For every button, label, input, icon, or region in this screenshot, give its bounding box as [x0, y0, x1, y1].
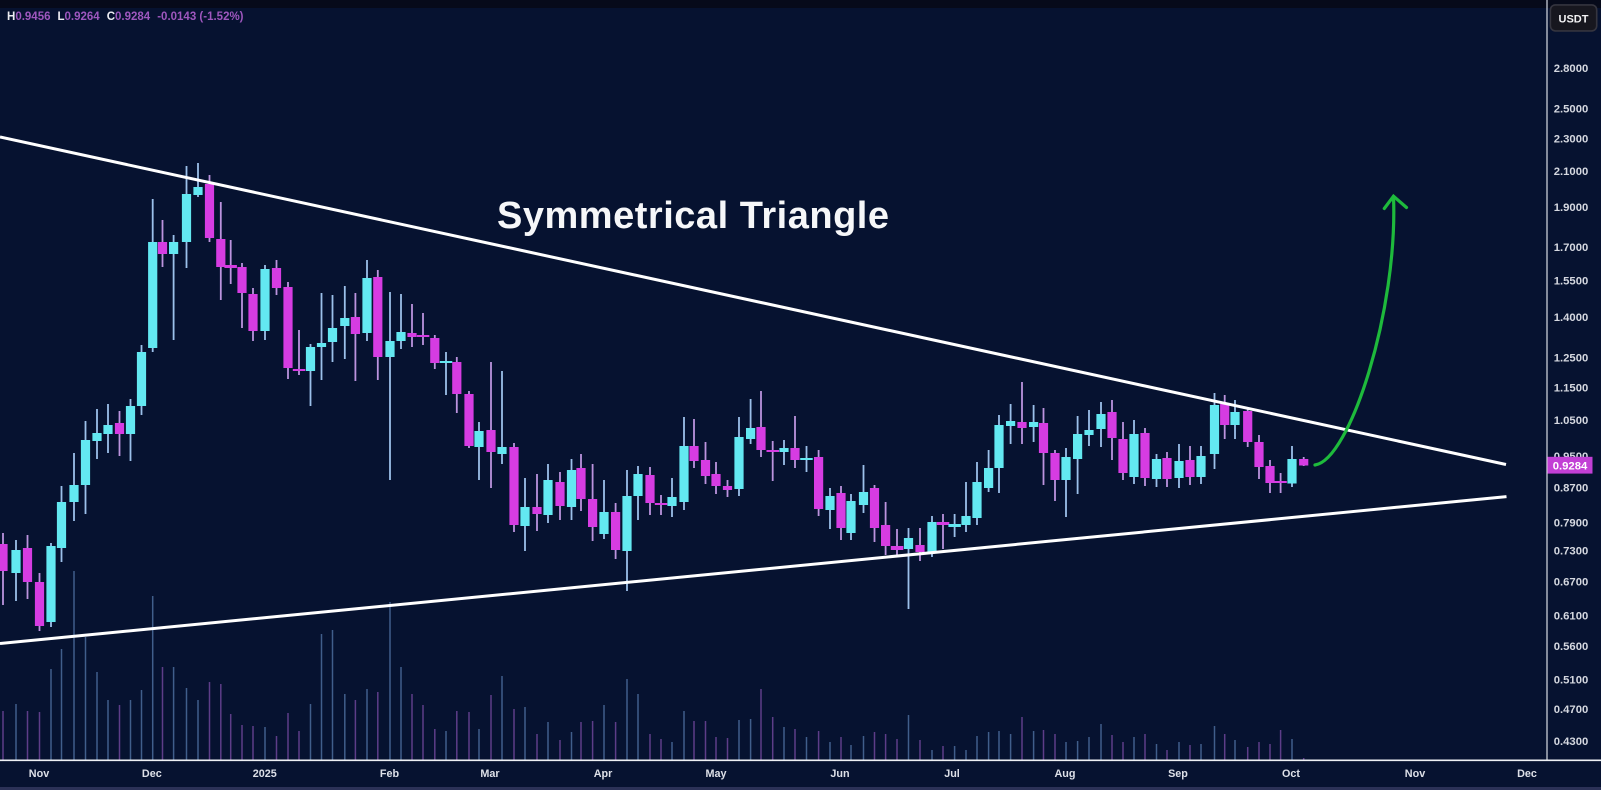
svg-text:2.1000: 2.1000	[1554, 166, 1589, 178]
svg-text:Jun: Jun	[830, 768, 849, 780]
svg-text:1.9000: 1.9000	[1554, 202, 1589, 214]
svg-text:1.0500: 1.0500	[1554, 415, 1589, 427]
svg-text:1.1500: 1.1500	[1554, 383, 1589, 395]
svg-text:Jul: Jul	[944, 768, 960, 780]
svg-text:Aug: Aug	[1055, 768, 1076, 780]
svg-text:Sep: Sep	[1168, 768, 1188, 780]
svg-text:Dec: Dec	[142, 768, 162, 780]
svg-text:May: May	[705, 768, 726, 780]
svg-text:Feb: Feb	[380, 768, 400, 780]
svg-text:Mar: Mar	[480, 768, 500, 780]
svg-text:0.4700: 0.4700	[1554, 704, 1589, 716]
svg-text:1.2500: 1.2500	[1554, 353, 1589, 365]
svg-text:2.5000: 2.5000	[1554, 104, 1589, 116]
svg-text:Oct: Oct	[1282, 768, 1300, 780]
svg-text:1.7000: 1.7000	[1554, 242, 1589, 254]
svg-text:Apr: Apr	[594, 768, 613, 780]
svg-text:0.9284: 0.9284	[1553, 460, 1588, 472]
svg-text:Nov: Nov	[1405, 768, 1425, 780]
svg-text:Symmetrical Triangle: Symmetrical Triangle	[497, 195, 889, 237]
svg-text:0.6100: 0.6100	[1554, 610, 1589, 622]
svg-text:2025: 2025	[253, 768, 277, 780]
svg-text:0.5600: 0.5600	[1554, 641, 1589, 653]
svg-text:0.8700: 0.8700	[1554, 483, 1589, 495]
svg-text:1.5500: 1.5500	[1554, 275, 1589, 287]
svg-text:0.5100: 0.5100	[1554, 675, 1589, 687]
svg-text:0.4300: 0.4300	[1554, 736, 1589, 748]
svg-text:Dec: Dec	[1517, 768, 1537, 780]
svg-text:0.7300: 0.7300	[1554, 546, 1589, 558]
svg-text:0.7900: 0.7900	[1554, 517, 1589, 529]
svg-text:1.4000: 1.4000	[1554, 312, 1589, 324]
svg-text:2.3000: 2.3000	[1554, 134, 1589, 146]
svg-text:USDT: USDT	[1559, 13, 1589, 25]
svg-text:2.8000: 2.8000	[1554, 63, 1589, 75]
svg-text:Nov: Nov	[29, 768, 49, 780]
svg-text:0.6700: 0.6700	[1554, 577, 1589, 589]
